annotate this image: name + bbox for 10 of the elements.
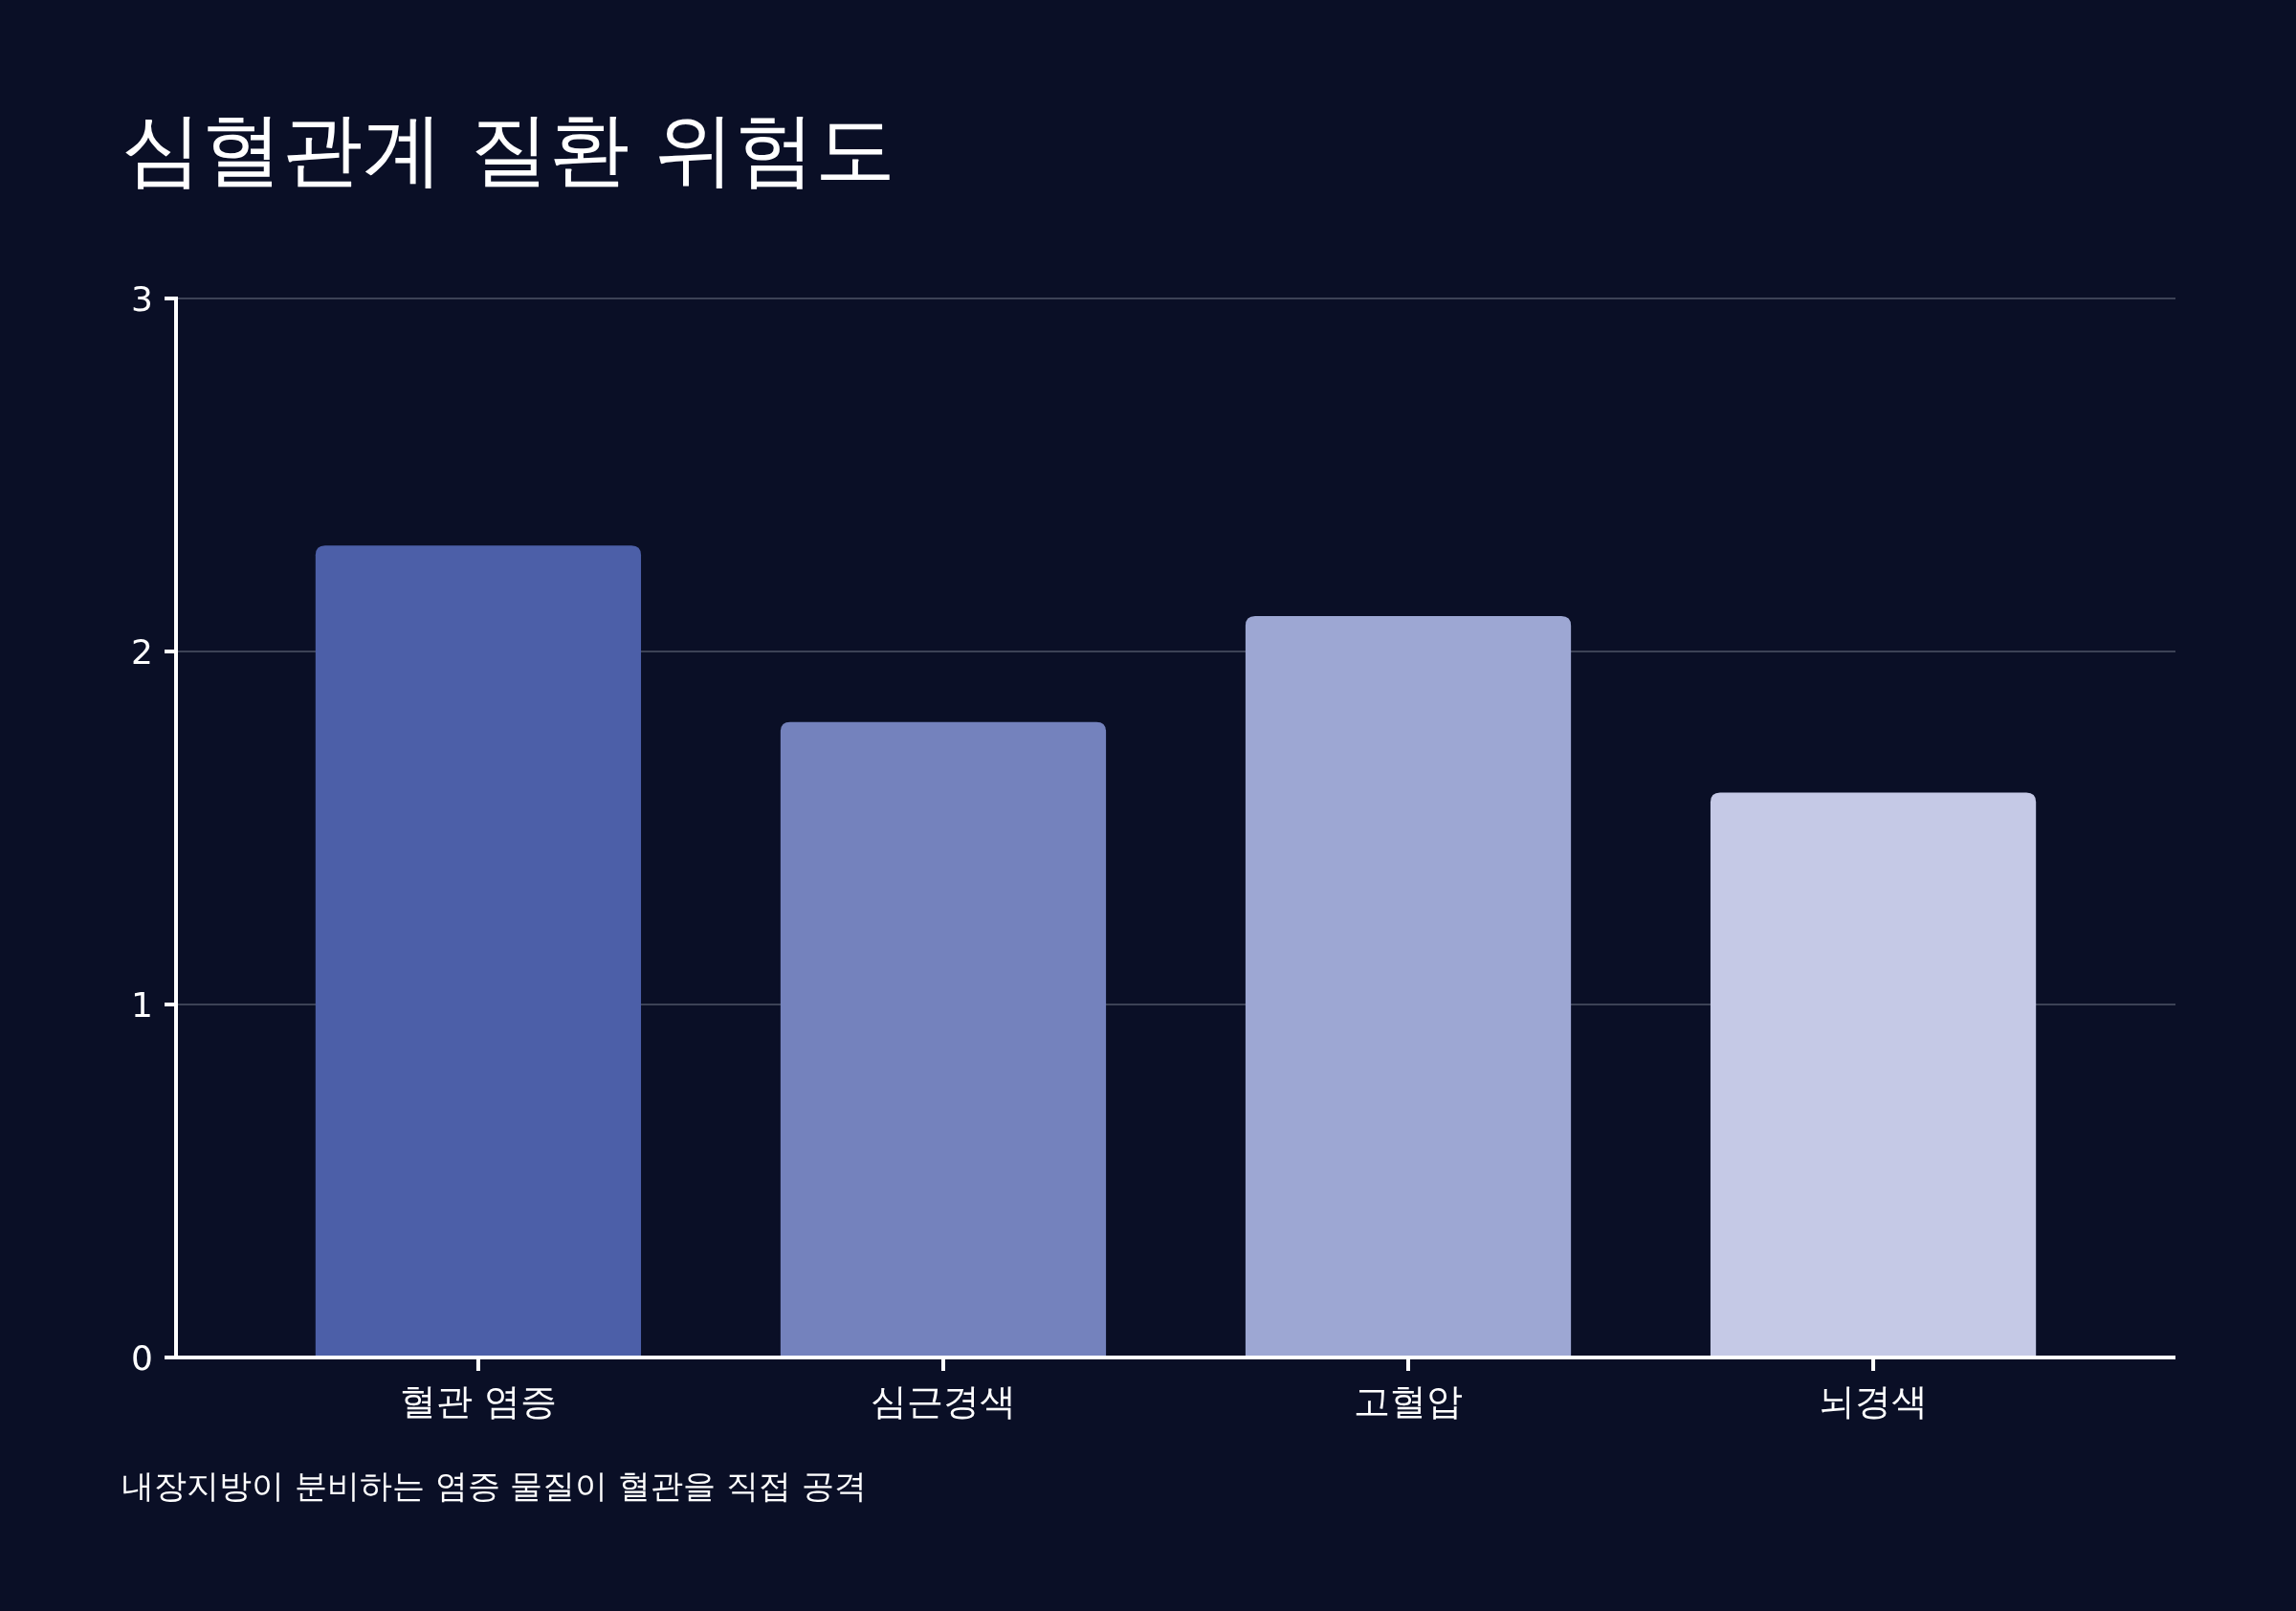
y-tick-label: 2 bbox=[131, 631, 153, 672]
x-tick-label: 심근경색 bbox=[870, 1380, 1016, 1423]
y-tick-label: 1 bbox=[131, 984, 153, 1025]
x-tick-label: 혈관 염증 bbox=[399, 1380, 557, 1423]
x-tick-label: 고혈압 bbox=[1354, 1380, 1464, 1423]
x-tick-label: 뇌경색 bbox=[1819, 1380, 1929, 1423]
text: 내장지방이 분비하는 염증 물질이 혈관을 직접 공격 bbox=[121, 1467, 867, 1505]
chart-title: 심혈관계 질환 위험도 bbox=[121, 102, 896, 196]
y-tick-label: 3 bbox=[131, 278, 153, 319]
y-tick-label: 0 bbox=[131, 1337, 153, 1378]
